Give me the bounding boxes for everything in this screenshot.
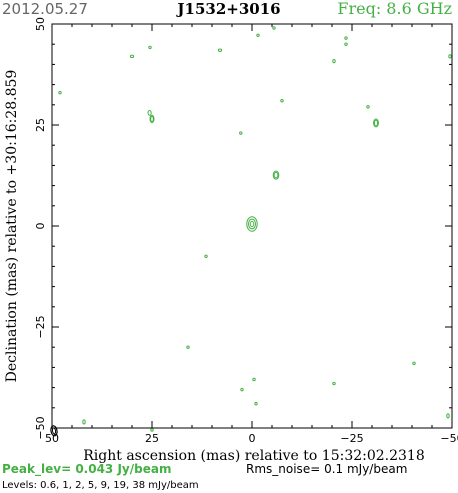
contour-level	[246, 216, 258, 232]
x-axis-label: Right ascension (mas) relative to 15:32:…	[83, 448, 425, 464]
contour-level	[366, 105, 370, 109]
contour-level	[82, 419, 86, 425]
x-tick-label: −25	[340, 432, 363, 445]
contour-level	[446, 413, 450, 419]
contour-level	[373, 119, 379, 127]
y-tick-label: 25	[34, 118, 47, 132]
contour-level	[373, 118, 379, 128]
beam-ellipse	[50, 425, 58, 437]
contour-level	[150, 428, 154, 432]
contour-level	[332, 381, 336, 386]
contour-level	[344, 36, 348, 40]
contour-level	[204, 254, 208, 258]
contour-level	[150, 116, 154, 122]
contour-level	[240, 387, 244, 392]
x-tick-label: −50	[440, 432, 458, 445]
contour-level	[412, 361, 416, 366]
frequency-label: Freq: 8.6 GHz	[337, 0, 452, 18]
y-tick-label: 50	[34, 17, 47, 31]
contour-level	[249, 221, 255, 227]
contour-level	[252, 377, 256, 382]
contour-level	[280, 99, 284, 103]
contour-level	[273, 171, 279, 179]
contour-levels: Levels: 0.6, 1, 2, 5, 9, 19, 38 mJy/beam	[2, 480, 199, 491]
contour-level	[129, 54, 135, 59]
y-axis-label: Declination (mas) relative to +30:16:28.…	[4, 70, 20, 383]
contour-level	[254, 402, 258, 406]
contour-level	[147, 109, 152, 116]
contour-level	[248, 218, 256, 230]
rms-noise: Rms_noise= 0.1 mJy/beam	[246, 462, 408, 476]
contour-level	[239, 131, 243, 135]
contour-level	[256, 33, 260, 38]
y-tick-label: 0	[34, 223, 47, 230]
contour-level	[344, 42, 348, 46]
contour-level	[272, 26, 276, 30]
contour-level	[148, 45, 152, 50]
contour-level	[217, 48, 223, 52]
peak-level: Peak_lev= 0.043 Jy/beam	[2, 462, 172, 476]
contour-level	[448, 54, 452, 59]
contour-level	[332, 59, 336, 64]
source-name: J1532+3016	[177, 0, 281, 18]
observation-date: 2012.05.27	[2, 0, 88, 18]
y-tick-label: −50	[34, 416, 47, 439]
x-tick-label: 25	[145, 432, 159, 445]
contour-level	[272, 170, 280, 180]
y-tick-label: −25	[34, 315, 47, 338]
beam-ellipse-inner	[51, 427, 57, 435]
contour-level	[186, 345, 190, 349]
contour-level	[149, 114, 155, 124]
x-tick-label: 0	[249, 432, 256, 445]
contour-level	[58, 90, 62, 95]
